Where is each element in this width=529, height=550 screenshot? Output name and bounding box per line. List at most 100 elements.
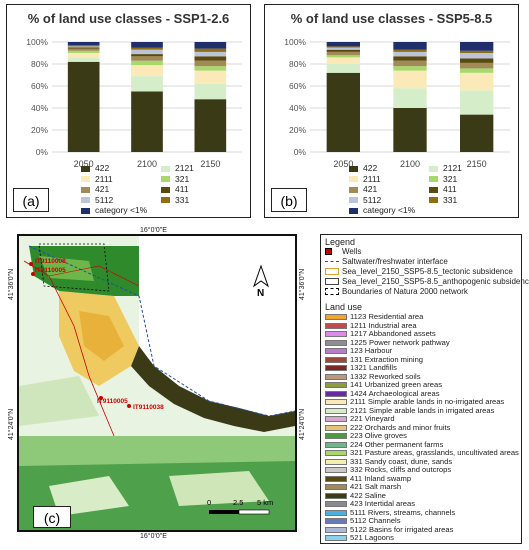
- bar-segment: [194, 60, 227, 67]
- legend-symbol: [325, 248, 332, 256]
- legend-swatch: [81, 165, 90, 172]
- land-use-label: 1123 Residential area: [350, 312, 424, 321]
- legend-label: 2111: [95, 173, 113, 184]
- legend-swatch: [161, 186, 170, 193]
- bar-segment: [194, 66, 227, 71]
- land-use-label: 131 Extraction mining: [350, 354, 424, 364]
- legend-label: 5112: [363, 194, 382, 205]
- bar-segment: [393, 108, 427, 152]
- land-use-label: 421 Salt marsh: [350, 482, 402, 491]
- map-right-lat-top: 41°36'0"N: [299, 268, 306, 300]
- legend-entry: 321: [429, 174, 457, 184]
- legend-label: category <1%: [363, 205, 416, 215]
- map-legend: Legend Wells Saltwater/freshwater interfa…: [320, 234, 529, 544]
- land-use-item: 224 Other permanent farms: [325, 440, 443, 449]
- bar-segment: [326, 51, 360, 56]
- bar-segment: [194, 51, 227, 57]
- bar-segment: [393, 66, 427, 71]
- land-use-label: 1225 Power network pathway: [350, 337, 450, 347]
- bar-segment: [194, 48, 227, 52]
- legend-label: 422: [95, 163, 110, 173]
- legend-item-label: Sea_level_2150_SSP5-8.5_anthopogenic sub…: [342, 277, 529, 286]
- bar-segment: [393, 56, 427, 61]
- bar-segment: [460, 58, 494, 63]
- land-use-swatch: [325, 365, 347, 371]
- bar-segment: [194, 42, 227, 49]
- land-use-label: 331 Sandy coast, dune, sands: [350, 456, 453, 466]
- land-use-label: 5112 Channels: [350, 516, 401, 525]
- north-label: N: [257, 288, 265, 299]
- land-use-label: 5122 Basins for irrigated areas: [350, 524, 454, 534]
- legend-label: 2121: [175, 163, 194, 173]
- map-image: [19, 236, 295, 530]
- legend-swatch: [161, 165, 170, 172]
- land-use-item: 5112 Channels: [325, 516, 401, 525]
- land-use-label: 5111 Rivers, streams, channels: [350, 507, 456, 517]
- land-use-item: 2121 Simple arable lands in irrigated ar…: [325, 406, 494, 415]
- land-use-swatch: [325, 458, 347, 465]
- legend-symbol: [325, 278, 339, 286]
- panel-label: (b): [271, 188, 307, 212]
- legend-label: 5112: [95, 194, 114, 205]
- bar-segment: [194, 70, 227, 84]
- legend-swatch: [429, 197, 438, 204]
- bar-segment: [67, 57, 100, 62]
- well-label: IT9110005: [35, 267, 66, 274]
- chart-panel-a: % of land use classes - SSP1-2.6 0% 20% 40…: [6, 4, 251, 218]
- land-use-item: 222 Orchards and minor fruits: [325, 423, 450, 432]
- legend-symbol: [325, 268, 339, 276]
- legend-label: 321: [175, 173, 190, 184]
- bar-segment: [326, 47, 360, 50]
- land-use-item: 221 Vineyard: [325, 414, 395, 423]
- bar-segment: [67, 53, 100, 58]
- y-tick-label: 60%: [289, 81, 306, 91]
- land-use-item: 411 Inland swamp: [325, 474, 411, 483]
- bar-segment: [67, 61, 100, 152]
- legend-entry: 2121: [161, 163, 194, 173]
- y-tick-label: 100%: [284, 37, 306, 47]
- legend-entry: 321: [161, 174, 189, 184]
- legend-entry: 411: [161, 184, 189, 194]
- chart-panel-b: % of land use classes - SSP5-8.5 0% 20% 40…: [264, 4, 519, 218]
- bar-segment: [131, 56, 163, 61]
- land-use-swatch: [325, 526, 347, 533]
- bar-segment: [460, 62, 494, 69]
- land-use-label: 224 Other permanent farms: [350, 439, 444, 449]
- legend-label: 2121: [443, 163, 462, 173]
- legend-swatch: [349, 165, 358, 172]
- x-tick-label: 2150: [467, 159, 487, 169]
- legend-label: 422: [363, 163, 378, 173]
- well-label: IT9110008: [35, 258, 66, 265]
- land-use-swatch: [325, 492, 347, 499]
- land-use-swatch: [325, 441, 347, 448]
- legend-item-label: Sea_level_2150_SSP5-8.5_tectonic subside…: [342, 267, 513, 276]
- legend-entry: 421: [81, 184, 109, 194]
- legend-label: 331: [175, 194, 190, 205]
- legend-entry: 5112: [349, 195, 381, 205]
- legend-swatch: [429, 176, 438, 183]
- legend-entry: 2121: [429, 163, 462, 173]
- chart-title: % of land use classes - SSP5-8.5: [290, 11, 493, 26]
- bar-segment: [131, 47, 163, 50]
- map-bottom-lon: 16°0'0"E: [140, 533, 167, 540]
- land-use-swatch: [325, 322, 347, 329]
- bar-segment: [67, 45, 100, 47]
- legend-item: Wells: [325, 247, 361, 256]
- bar-segment: [67, 46, 100, 48]
- chart-title: % of land use classes - SSP1-2.6: [27, 11, 230, 26]
- x-tick-label: 2100: [137, 159, 157, 169]
- land-use-swatch: [325, 433, 347, 439]
- well-label: IT9110038: [133, 404, 164, 411]
- y-tick-label: 0%: [36, 147, 49, 157]
- bar-segment: [326, 42, 360, 47]
- x-tick-label: 2150: [200, 159, 220, 169]
- legend-entry: 422: [349, 163, 377, 173]
- bar-segment: [460, 50, 494, 53]
- land-use-item: 123 Harbour: [325, 346, 392, 355]
- bar-segment: [326, 55, 360, 58]
- bar-segment: [326, 49, 360, 52]
- well-label: IT9110005: [97, 398, 128, 405]
- bar-segment: [393, 60, 427, 67]
- land-use-label: 123 Harbour: [350, 346, 393, 355]
- land-use-swatch: [325, 356, 347, 363]
